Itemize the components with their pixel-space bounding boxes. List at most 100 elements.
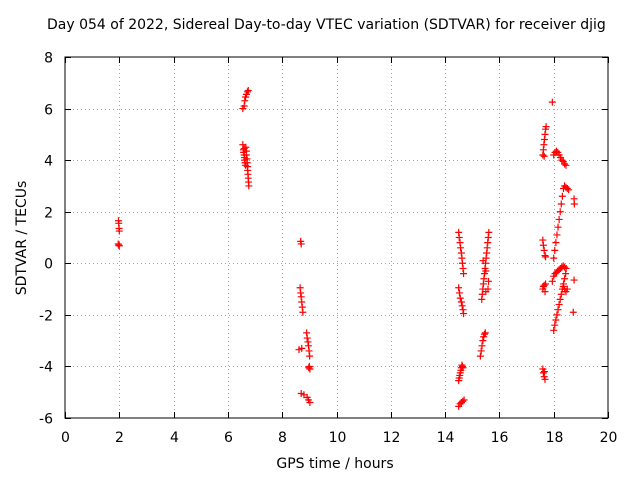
y-tick-label: -4 — [39, 360, 53, 376]
y-tick-label: 8 — [44, 51, 53, 67]
data-point — [478, 342, 486, 350]
data-point — [570, 200, 578, 208]
x-tick-label: 20 — [600, 430, 618, 446]
data-point — [455, 234, 463, 241]
x-tick-label: 8 — [278, 430, 287, 446]
y-tick-label: -2 — [39, 309, 53, 325]
data-point — [298, 344, 306, 352]
data-point — [551, 246, 559, 254]
data-point — [552, 147, 560, 155]
data-point — [558, 192, 566, 200]
y-tick-labels: -6 -4 -2 0 2 4 6 8 — [39, 51, 53, 428]
axis-ticks — [65, 57, 609, 419]
x-tick-label: 12 — [383, 430, 401, 446]
data-point — [115, 242, 123, 250]
data-points — [114, 87, 578, 410]
data-point — [569, 308, 577, 316]
data-point — [477, 347, 485, 355]
y-tick-label: 6 — [44, 103, 53, 119]
data-point — [542, 280, 550, 288]
x-tick-label: 2 — [115, 430, 124, 446]
data-point — [306, 352, 314, 360]
data-point — [539, 241, 547, 249]
data-point — [243, 88, 251, 96]
data-point — [565, 186, 573, 194]
data-point — [561, 275, 569, 283]
data-point — [540, 281, 548, 289]
data-point — [485, 277, 493, 285]
x-tick-label: 10 — [329, 430, 347, 446]
data-point — [481, 329, 489, 337]
data-point — [459, 364, 467, 372]
data-point — [460, 396, 468, 404]
data-point — [245, 182, 253, 190]
data-point — [458, 302, 466, 310]
y-tick-label: 4 — [44, 154, 53, 170]
x-tick-label: 18 — [546, 430, 564, 446]
data-point — [479, 257, 487, 265]
data-point — [541, 375, 549, 383]
data-point — [539, 369, 547, 377]
data-point — [482, 288, 490, 296]
y-tick-label: -6 — [39, 412, 53, 428]
data-point — [550, 254, 558, 262]
data-point — [548, 98, 556, 106]
data-point — [540, 152, 548, 160]
data-point — [563, 185, 571, 193]
x-tick-label: 4 — [170, 430, 179, 446]
data-point — [553, 311, 561, 319]
data-point — [299, 308, 307, 316]
data-point — [552, 316, 560, 324]
data-point — [555, 215, 563, 223]
grid-lines — [65, 57, 608, 418]
data-point — [115, 227, 123, 235]
data-point — [479, 337, 487, 345]
data-point — [554, 306, 562, 314]
data-point — [557, 290, 565, 298]
data-point — [244, 87, 252, 95]
data-point — [480, 330, 488, 338]
data-point — [563, 285, 571, 293]
data-point — [460, 270, 468, 278]
data-point — [297, 240, 305, 248]
data-point — [570, 276, 578, 284]
data-point — [562, 161, 570, 169]
data-point — [548, 277, 556, 285]
data-point — [553, 231, 561, 239]
x-tick-label: 0 — [61, 430, 70, 446]
data-point — [561, 263, 569, 271]
chart-title: Day 054 of 2022, Sidereal Day-to-day VTE… — [47, 17, 606, 33]
data-point — [457, 244, 465, 252]
data-point — [552, 239, 560, 247]
data-point — [540, 246, 548, 254]
data-point — [551, 321, 559, 329]
data-point — [561, 160, 569, 168]
data-point — [559, 262, 567, 270]
data-point — [482, 267, 490, 275]
data-point — [542, 253, 550, 261]
x-tick-label: 14 — [437, 430, 455, 446]
data-point — [460, 310, 468, 318]
data-point — [558, 156, 566, 164]
data-point — [550, 326, 558, 334]
data-point — [457, 298, 465, 306]
data-point — [306, 365, 314, 373]
data-point — [476, 352, 484, 360]
data-point — [554, 223, 562, 231]
data-point — [305, 364, 313, 372]
data-point — [456, 294, 464, 302]
x-axis-label: GPS time / hours — [276, 456, 394, 472]
y-tick-label: 0 — [44, 257, 53, 273]
x-tick-labels: 0 2 4 6 8 10 12 14 16 18 20 — [61, 430, 617, 446]
data-point — [541, 288, 549, 296]
data-point — [455, 289, 463, 297]
x-tick-label: 6 — [224, 430, 233, 446]
data-point — [557, 200, 565, 208]
data-point — [485, 228, 493, 236]
data-point — [455, 284, 463, 292]
y-axis-label: SDTVAR / TECUs — [14, 180, 30, 296]
data-point — [556, 208, 564, 216]
data-point — [555, 301, 563, 309]
plot-frame — [64, 56, 609, 419]
